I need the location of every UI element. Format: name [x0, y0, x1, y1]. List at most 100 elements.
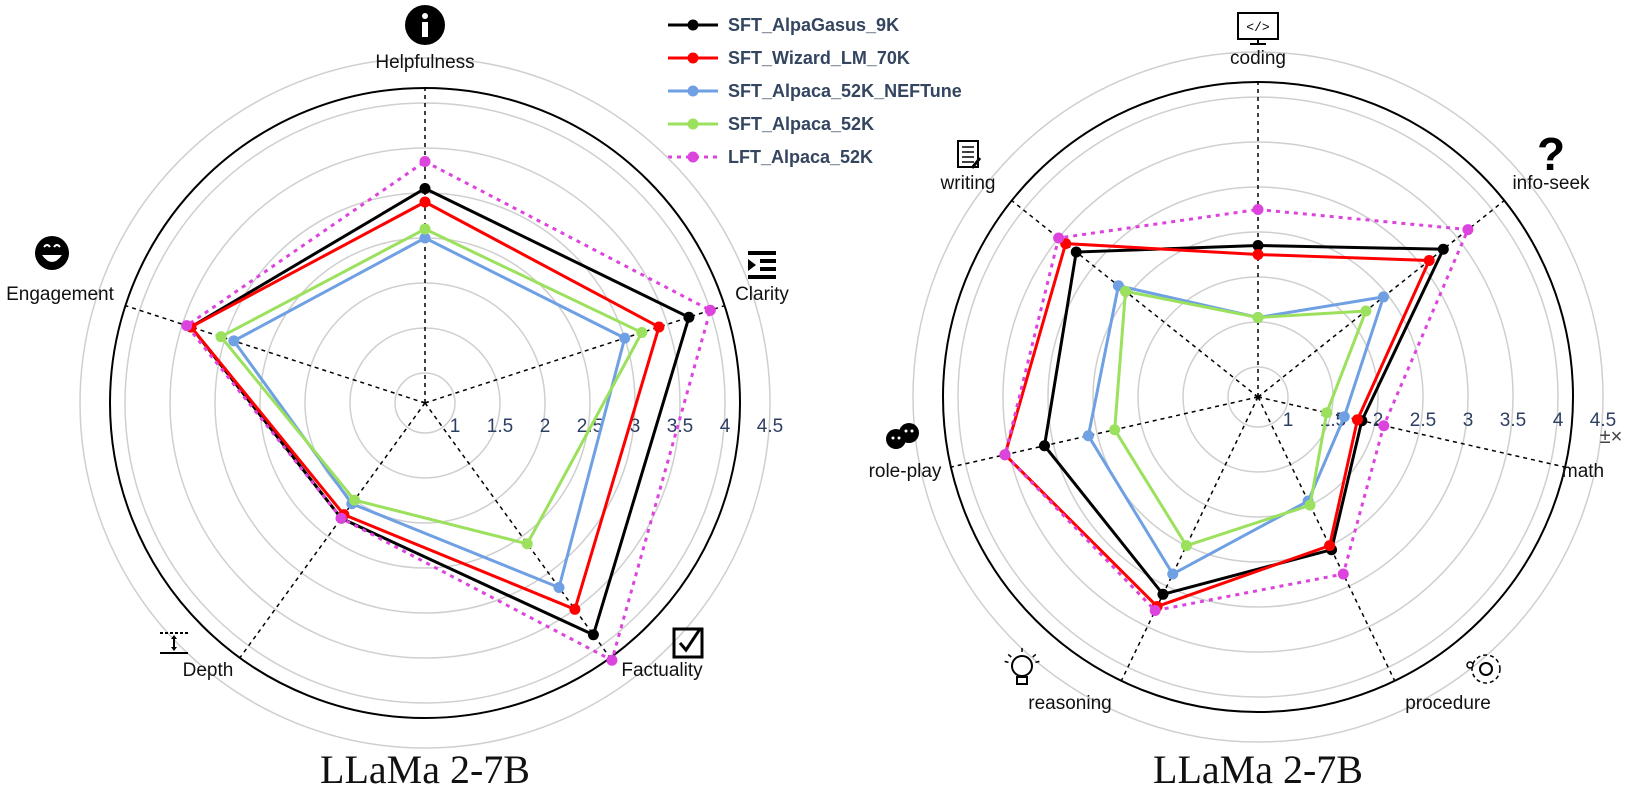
series-line-sft-alpagasus-9k — [1042, 243, 1446, 597]
center-marker: * — [421, 396, 429, 418]
data-point-sft-alpaca-52k-depth — [348, 494, 360, 506]
tick-label: 1 — [1283, 410, 1294, 431]
legend-marker — [687, 85, 699, 97]
data-point-lft-alpaca-52k-role-play — [999, 449, 1011, 461]
data-point-sft-alpagasus-9k-role-play — [1038, 440, 1050, 452]
data-point-sft-wizard-lm-70k-clarity — [653, 321, 665, 333]
data-point-sft-alpaca-52k-coding — [1252, 312, 1264, 323]
legend: SFT_AlpaGasus_9K SFT_Wizard_LM_70K SFT_Alp… — [668, 15, 962, 167]
tick-label: 3 — [1463, 410, 1474, 431]
radar-chart-2: 1 1.5 2 2.5 3 3.5 4 4.5coding</>info-seek?math±… — [869, 12, 1623, 787]
tick-label: 1.5 — [487, 416, 513, 437]
radar-chart-1: 1 1.5 2 2.5 3 3.5 4 4.5HelpfulnessClarityFactua… — [6, 5, 789, 787]
series-line-sft-wizard-lm-70k — [188, 200, 661, 612]
legend-item-sft-alpaca-52k: SFT_Alpaca_52K — [668, 114, 874, 134]
data-point-lft-alpaca-52k-math — [1378, 420, 1390, 432]
indent-list-icon — [748, 251, 776, 279]
data-point-sft-alpaca-52k-procedure — [1304, 499, 1316, 511]
data-point-sft-wizard-lm-70k-factuality — [569, 603, 581, 615]
legend-label: SFT_Alpaca_52K — [728, 114, 874, 134]
data-point-sft-wizard-lm-70k-helpfulness — [419, 196, 431, 208]
axis-label-math: math — [1562, 461, 1604, 482]
data-point-sft-alpaca-52k-clarity — [636, 327, 648, 339]
data-point-sft-alpaca-52k-math — [1321, 407, 1333, 419]
data-point-sft-alpagasus-9k-clarity — [683, 311, 695, 323]
grid-ring — [912, 51, 1604, 743]
data-point-lft-alpaca-52k-writing — [1053, 232, 1065, 244]
tick-label: 3.5 — [1500, 410, 1526, 431]
data-point-lft-alpaca-52k-engagement — [181, 320, 193, 332]
axis-label-clarity: Clarity — [735, 284, 789, 305]
lightbulb-icon — [1004, 648, 1040, 685]
data-point-sft-alpaca-52k-info-seek — [1360, 305, 1372, 317]
legend-item-sft-wizard-lm-70k: SFT_Wizard_LM_70K — [668, 48, 910, 68]
checkbox-icon — [672, 627, 704, 659]
grid-ring — [169, 147, 681, 659]
legend-item-sft-alpaca-52k-neftune: SFT_Alpaca_52K_NEFTune — [668, 81, 962, 101]
data-point-sft-wizard-lm-70k-coding — [1252, 249, 1264, 260]
data-point-sft-alpagasus-9k-reasoning — [1157, 588, 1169, 600]
axis-label-reasoning: reasoning — [1028, 693, 1111, 714]
legend-marker — [687, 151, 699, 163]
svg-text:±×: ±× — [1600, 426, 1623, 448]
math-icon: ±× — [1600, 426, 1623, 448]
data-point-sft-alpagasus-9k-factuality — [587, 629, 599, 641]
axis-label-procedure: procedure — [1405, 693, 1491, 714]
tick-label: 2 — [540, 416, 551, 437]
tick-label: 3.5 — [667, 416, 693, 437]
data-point-lft-alpaca-52k-reasoning — [1149, 605, 1161, 617]
tick-label: 2 — [1373, 410, 1384, 431]
series-line-sft-alpaca-52k — [1113, 289, 1369, 548]
legend-label: LFT_Alpaca_52K — [728, 147, 873, 167]
tick-label: 4.5 — [1590, 410, 1616, 431]
series-line-sft-wizard-lm-70k — [1003, 242, 1432, 609]
depth-icon — [160, 632, 188, 654]
drama-masks-icon — [886, 423, 919, 449]
spoke-depth — [239, 402, 426, 659]
axis-label-factuality: Factuality — [621, 660, 703, 681]
legend-marker — [687, 118, 699, 130]
spoke-procedure — [1257, 396, 1396, 682]
series-line-sft-alpaca-52k — [218, 227, 644, 546]
data-point-sft-alpagasus-9k-helpfulness — [419, 183, 431, 194]
smiley-icon — [35, 236, 69, 270]
info-icon — [405, 5, 445, 45]
series-line-lft-alpaca-52k — [184, 159, 713, 663]
data-point-sft-alpagasus-9k-info-seek — [1437, 243, 1449, 255]
tick-label: 4 — [720, 416, 731, 437]
legend-item-lft-alpaca-52k: LFT_Alpaca_52K — [668, 147, 873, 167]
data-point-sft-alpaca-52k-neftune-engagement — [228, 335, 240, 347]
data-point-sft-alpaca-52k-reasoning — [1180, 540, 1192, 552]
data-point-sft-alpaca-52k-role-play — [1109, 424, 1121, 436]
data-point-sft-alpaca-52k-neftune-clarity — [619, 332, 631, 344]
data-point-lft-alpaca-52k-clarity — [704, 304, 716, 316]
tick-label: 1 — [450, 416, 461, 437]
tick-label: 3 — [630, 416, 641, 437]
data-point-sft-alpagasus-9k-coding — [1252, 240, 1264, 251]
axis-label-depth: Depth — [183, 660, 234, 681]
data-point-sft-alpaca-52k-helpfulness — [419, 223, 431, 235]
data-point-lft-alpaca-52k-procedure — [1337, 568, 1349, 580]
document-pen-icon — [957, 140, 982, 169]
data-point-lft-alpaca-52k-depth — [335, 512, 347, 524]
data-point-sft-alpaca-52k-factuality — [521, 538, 533, 550]
svg-text:?: ? — [1537, 128, 1565, 180]
data-point-sft-alpaca-52k-neftune-factuality — [553, 581, 565, 593]
legend-label: SFT_AlpaGasus_9K — [728, 15, 899, 35]
grid-ring — [79, 57, 771, 749]
data-point-lft-alpaca-52k-info-seek — [1462, 224, 1474, 236]
tick-label: 2.5 — [1410, 410, 1436, 431]
series-line-sft-alpaca-52k-neftune — [231, 236, 627, 590]
grid-ring — [1227, 366, 1289, 428]
legend-item-sft-alpagasus-9k: SFT_AlpaGasus_9K — [668, 15, 899, 35]
legend-marker — [687, 19, 699, 31]
axis-label-writing: writing — [940, 173, 996, 194]
chart-title: LLaMa 2-7B — [320, 747, 530, 787]
data-point-sft-alpagasus-9k-writing — [1070, 246, 1082, 258]
data-point-sft-alpaca-52k-neftune-math — [1338, 411, 1350, 423]
legend-label: SFT_Wizard_LM_70K — [728, 48, 910, 68]
question-icon: ? — [1537, 128, 1565, 180]
tick-label: 4 — [1553, 410, 1564, 431]
